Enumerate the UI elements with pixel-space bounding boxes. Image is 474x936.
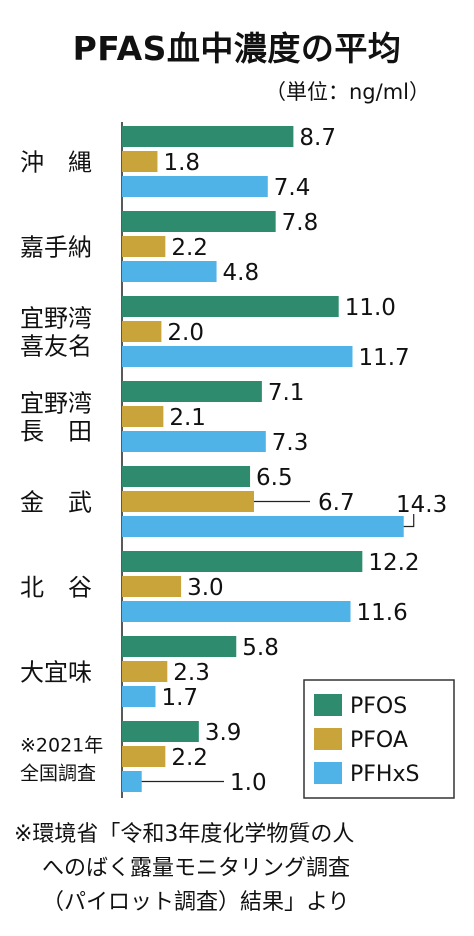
bar-pfos [122,126,294,147]
value-label: 8.7 [299,125,336,151]
value-label: 4.8 [223,260,260,286]
value-label: 11.6 [357,600,408,626]
legend-label: PFHxS [350,762,419,787]
value-label: 2.2 [171,745,208,771]
value-label: 2.3 [173,660,210,686]
value-label: 3.9 [205,720,242,746]
chart-title: PFAS血中濃度の平均 [72,29,402,68]
value-label: 12.2 [368,550,419,576]
value-label: 2.2 [171,235,208,261]
value-label: 1.8 [163,150,200,176]
category-label: 大宜味 [20,659,92,687]
bar-pfos [122,296,339,317]
bar-pfos [122,721,199,742]
value-label: 7.1 [268,380,305,406]
footnote: ※環境省「令和3年度化学物質の人 へのばく露量モニタリング調査 （パイロット調査… [14,818,354,920]
category-label: 金 武 [20,489,92,517]
category-label: 宜野湾 [20,305,92,333]
leader-line [403,514,415,528]
category-label: 嘉手納 [20,234,92,262]
value-label: 1.0 [230,770,267,796]
legend-label: PFOS [350,694,407,719]
category-label: 全国調査 [20,763,96,785]
bar-pfoa [122,151,158,172]
category-label: 喜友名 [20,333,92,361]
bar-pfoa [122,236,166,257]
category-label: 北 谷 [20,574,92,602]
bar-pfoa [122,746,166,767]
legend-swatch [314,762,342,784]
value-label: 14.3 [396,492,447,518]
footnote-line-3: （パイロット調査）結果」より [42,890,350,915]
legend-swatch [314,694,342,716]
bar-pfos [122,466,251,487]
legend-label: PFOA [350,728,408,753]
value-label: 3.0 [187,575,224,601]
category-label: 宜野湾 [20,390,92,418]
value-label: 6.5 [256,465,293,491]
value-label: 11.0 [345,295,396,321]
category-label: ※2021年 [20,735,103,757]
footnote-line-2: へのばく露量モニタリング調査 [42,856,351,881]
unit-label: （単位：ng/ml） [264,80,430,104]
value-label: 2.1 [169,405,206,431]
value-label: 11.7 [358,345,409,371]
legend-swatch [314,728,342,750]
bar-pfoa [122,661,168,682]
value-label: 7.8 [282,210,319,236]
bar-pfos [122,381,262,402]
bar-pfoa [122,406,164,427]
bar-pfhxs [122,771,142,792]
bar-pfhxs [122,601,351,622]
bar-pfoa [122,491,254,512]
category-label: 長 田 [20,418,92,446]
category-label: 沖 縄 [20,149,92,177]
value-label: 7.4 [274,175,311,201]
value-label: 7.3 [272,430,309,456]
bar-pfhxs [122,346,353,367]
value-label: 6.7 [318,490,355,516]
value-label: 5.8 [242,635,279,661]
value-label: 1.7 [161,685,198,711]
bar-pfhxs [122,431,266,452]
bar-pfhxs [122,516,404,537]
bar-pfhxs [122,261,217,282]
bar-pfoa [122,321,162,342]
bar-pfos [122,636,237,657]
bar-pfos [122,211,276,232]
bar-pfos [122,551,363,572]
bar-pfoa [122,576,182,597]
value-label: 2.0 [167,320,204,346]
footnote-line-1: ※環境省「令和3年度化学物質の人 [14,822,355,847]
bar-pfhxs [122,686,156,707]
bar-pfhxs [122,176,268,197]
